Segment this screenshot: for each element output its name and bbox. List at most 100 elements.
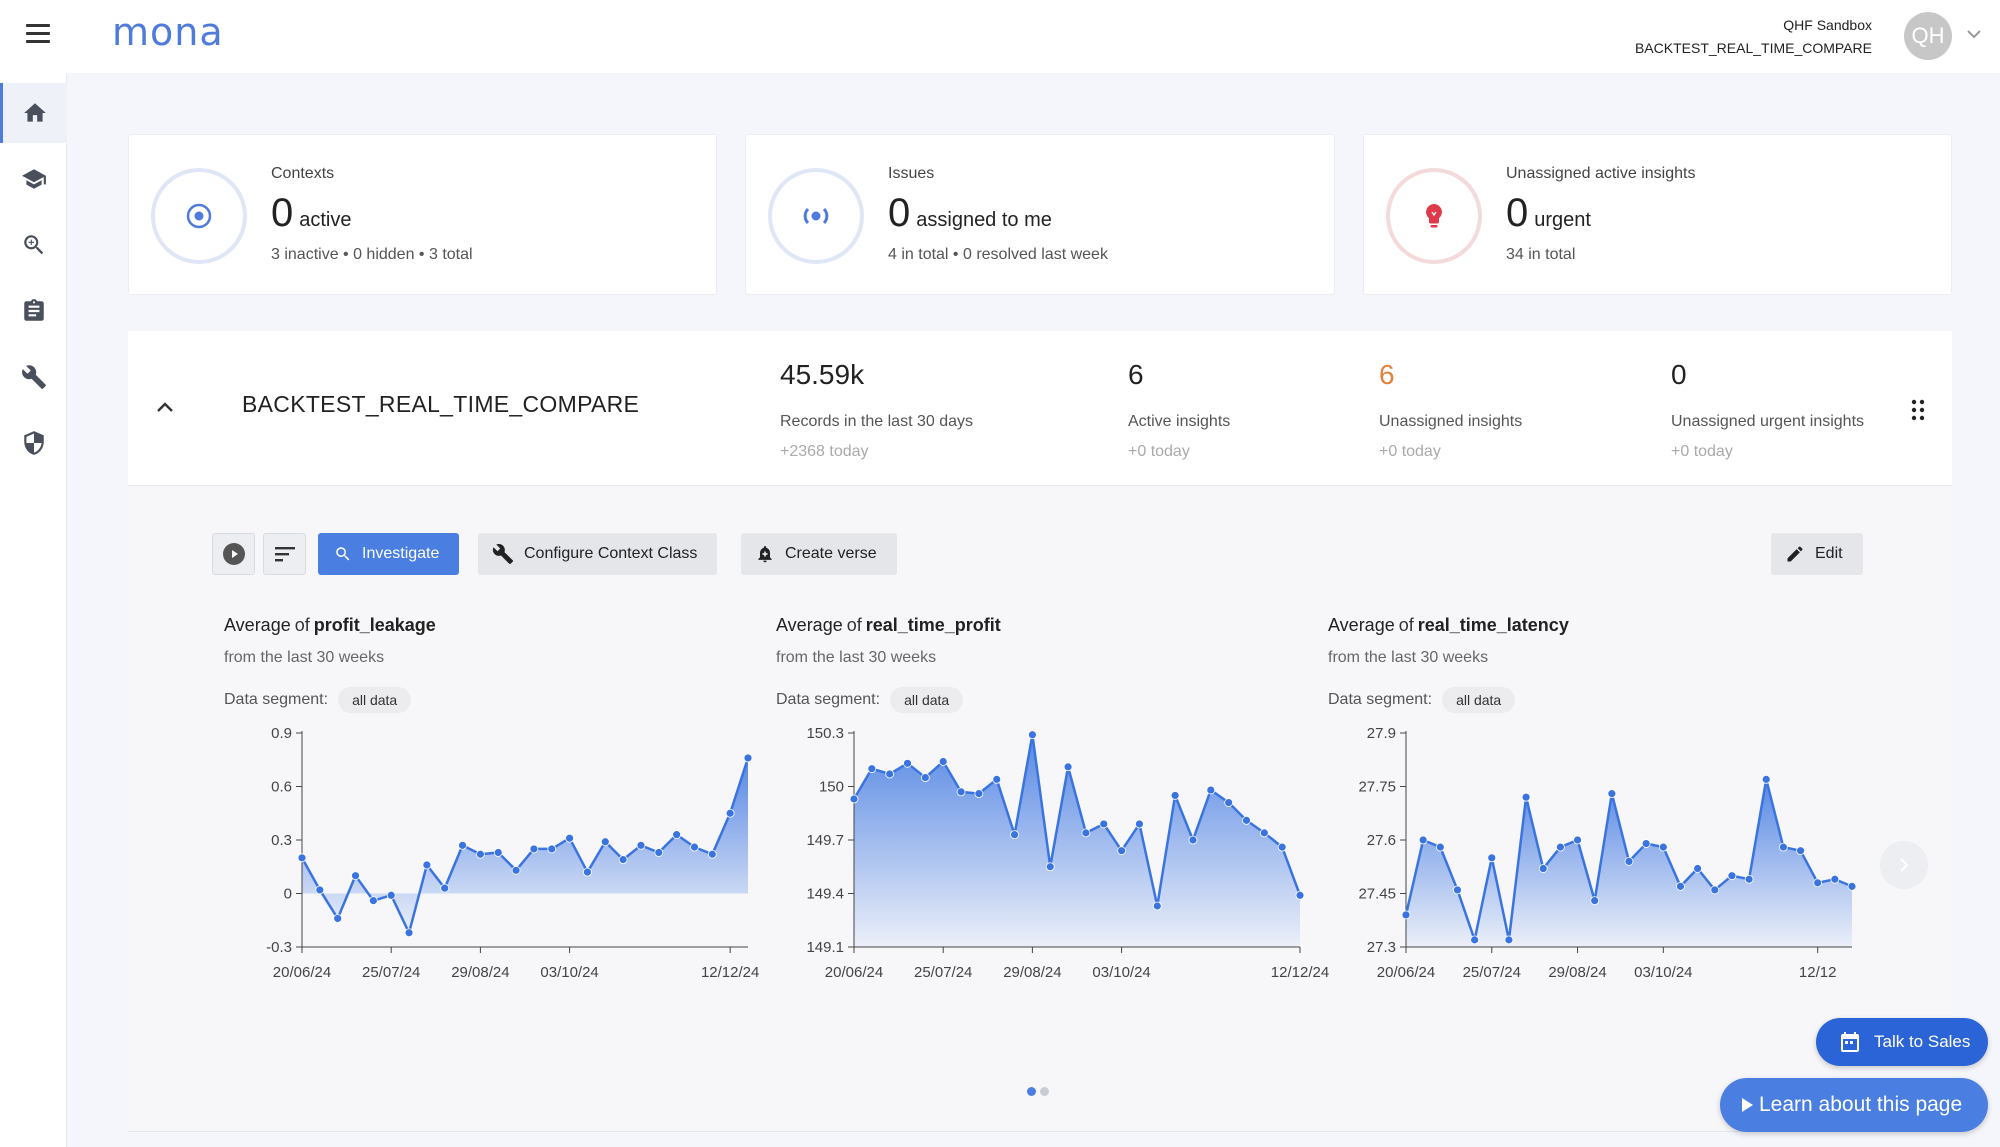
data-point (1590, 896, 1600, 906)
clipboard-icon (23, 299, 44, 321)
segment-chip[interactable]: all data (338, 687, 412, 713)
x-tick-label: 03/10/24 (540, 964, 598, 981)
data-point (583, 867, 592, 877)
data-point (1188, 835, 1198, 845)
data-point (1676, 881, 1685, 891)
data-point (1152, 901, 1162, 911)
segment-chip[interactable]: all data (890, 687, 964, 713)
segment-chip[interactable]: all data (1442, 687, 1516, 713)
context-header: BACKTEST_REAL_TIME_COMPARE 45.59k Record… (128, 331, 1952, 486)
talk-to-sales-label: Talk to Sales (1874, 1032, 1971, 1051)
edit-button[interactable]: Edit (1771, 533, 1863, 575)
data-point (707, 849, 717, 859)
sidebar-item-learn[interactable] (0, 149, 67, 209)
chart-subtitle: from the last 30 weeks (224, 649, 385, 666)
chart-title: Average of real_time_profit (776, 615, 1001, 635)
more-options-icon[interactable] (1910, 399, 1926, 421)
y-tick-label: 27.3 (1367, 939, 1396, 956)
carousel-dot[interactable] (1027, 1087, 1036, 1096)
stat-active-insights[interactable]: 6 Active insights +0 today (1128, 359, 1231, 460)
insights-card[interactable]: Unassigned active insights 0 urgent 34 in… (1363, 134, 1952, 295)
y-tick-label: 150 (819, 779, 844, 796)
data-segment: Data segment: all data (224, 687, 412, 713)
data-point (1521, 792, 1531, 802)
data-point (1624, 856, 1634, 866)
investigate-button[interactable]: Investigate (318, 533, 460, 575)
x-tick-label: 29/08/24 (1548, 964, 1606, 981)
card-value: 0 active (271, 191, 352, 235)
sidebar-item-configure[interactable] (0, 347, 67, 407)
play-button[interactable] (212, 533, 255, 575)
y-tick-label: 0.3 (271, 832, 292, 849)
create-verse-button[interactable]: Create verse (741, 533, 897, 575)
shield-icon (23, 431, 44, 455)
graduation-cap-icon (21, 169, 46, 189)
chart-title: Average of real_time_latency (1328, 615, 1569, 635)
chevron-right-icon (1900, 858, 1909, 872)
data-point (885, 769, 895, 779)
data-point (1727, 871, 1737, 881)
data-point (992, 774, 1002, 784)
data-point (920, 773, 930, 782)
series-area (854, 734, 1300, 947)
data-point (618, 855, 628, 865)
sidebar-item-investigate[interactable] (0, 215, 67, 275)
sort-button[interactable] (263, 533, 306, 575)
data-point (725, 808, 735, 818)
y-tick-label: 149.4 (806, 886, 844, 903)
account-info[interactable]: QHF Sandbox BACKTEST_REAL_TIME_COMPARE (1635, 14, 1872, 60)
chart-plot: 27.9 27.75 27.6 27.45 27.3 20/06/24 25/07/24 29… (1358, 725, 1857, 981)
data-point (493, 848, 503, 857)
y-tick-label: 27.75 (1358, 779, 1396, 796)
contexts-card[interactable]: Contexts 0 active 3 inactive • 0 hidden •… (128, 134, 717, 295)
x-tick-label: 12/12 (1799, 964, 1837, 981)
data-segment: Data segment: all data (776, 687, 964, 713)
carousel-next-button[interactable] (1880, 841, 1928, 889)
lightbulb-icon (1386, 168, 1482, 264)
stat-unassigned-urgent[interactable]: 0 Unassigned urgent insights +0 today (1671, 359, 1865, 460)
data-point (1744, 874, 1754, 884)
account-context: BACKTEST_REAL_TIME_COMPARE (1634, 40, 1872, 56)
card-value: 0 assigned to me (888, 191, 1052, 235)
stat-unassigned-insights[interactable]: 6 Unassigned insights +0 today (1379, 359, 1523, 460)
data-point (849, 794, 859, 804)
home-icon (24, 103, 46, 122)
avatar[interactable]: QH (1904, 12, 1952, 60)
create-verse-label: Create verse (785, 545, 877, 562)
issues-card[interactable]: Issues 0 assigned to me 4 in total • 0 re… (745, 134, 1335, 295)
y-tick-label: 0.6 (271, 779, 292, 796)
x-tick-label: 20/06/24 (1377, 964, 1435, 981)
data-point (1045, 862, 1055, 872)
card-value: 0 urgent (1506, 191, 1591, 235)
talk-to-sales-button[interactable]: Talk to Sales (1816, 1018, 1988, 1066)
data-point (690, 842, 699, 852)
data-point (368, 896, 378, 906)
data-point (547, 844, 557, 854)
chevron-up-icon[interactable] (152, 395, 178, 421)
series-area (302, 757, 748, 933)
y-tick-label: 27.45 (1358, 886, 1396, 903)
data-point (1027, 730, 1037, 740)
learn-about-page-button[interactable]: Learn about this page (1720, 1078, 1988, 1132)
x-tick-label: 25/07/24 (362, 964, 420, 981)
data-point (1117, 846, 1127, 856)
x-tick-label: 20/06/24 (825, 964, 883, 981)
x-tick-label: 25/07/24 (914, 964, 972, 981)
menu-icon[interactable] (26, 24, 50, 44)
sidebar-item-home[interactable] (0, 83, 67, 143)
sidebar-item-security[interactable] (0, 413, 67, 473)
chevron-down-icon[interactable] (1964, 24, 1984, 44)
configure-context-class-button[interactable]: Configure Context Class (478, 533, 718, 575)
data-point (1170, 791, 1180, 800)
data-point (1830, 874, 1840, 884)
app-logo[interactable]: mona (112, 10, 224, 54)
data-point (1710, 885, 1720, 895)
sidebar-item-reports[interactable] (0, 281, 67, 341)
card-subtext: 3 inactive • 0 hidden • 3 total (271, 246, 473, 263)
x-tick-label: 25/07/24 (1463, 964, 1521, 981)
carousel-dot[interactable] (1040, 1087, 1049, 1096)
data-point (422, 860, 432, 870)
data-point (440, 883, 450, 893)
data-point (956, 787, 966, 797)
x-tick-label: 29/08/24 (1003, 964, 1061, 981)
